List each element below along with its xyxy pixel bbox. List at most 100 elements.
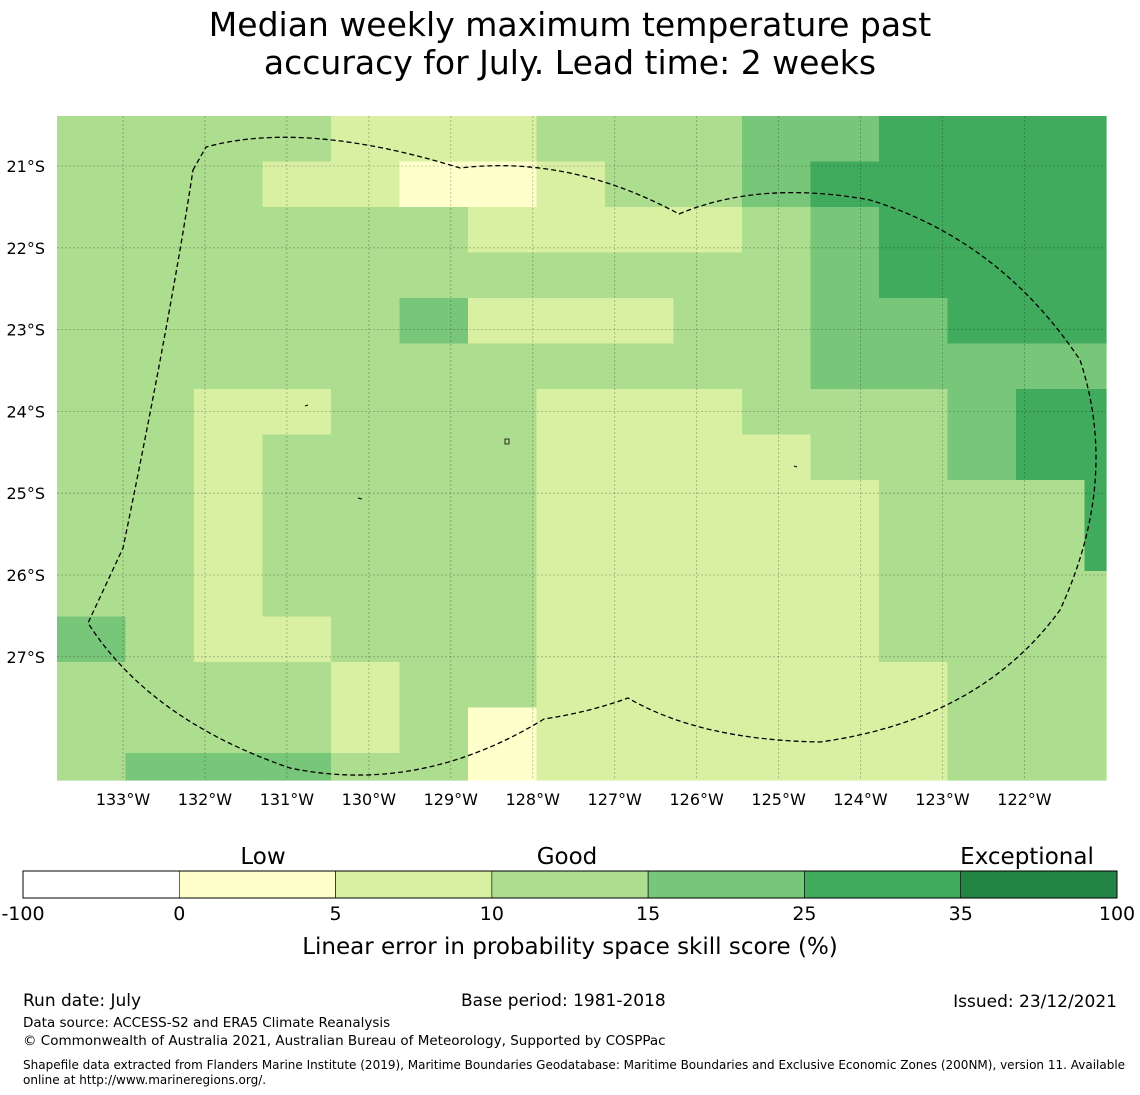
- map-cell: [879, 753, 949, 781]
- map-cell: [125, 252, 195, 299]
- map-cell: [57, 525, 127, 572]
- map-cell: [1084, 480, 1107, 527]
- longitude-tick-label: 129°W: [424, 790, 479, 809]
- colorbar-tick-label: 100: [1099, 903, 1135, 925]
- map-cell: [673, 207, 743, 254]
- chart-title-line-2: accuracy for July. Lead time: 2 weeks: [263, 43, 877, 82]
- map-cell: [331, 434, 401, 481]
- map-cell: [262, 525, 332, 572]
- latitude-tick-label: 27°S: [6, 648, 45, 667]
- map-cell: [399, 252, 469, 299]
- map-cell: [1084, 662, 1107, 709]
- eez-boundary-outline: [87, 136, 1097, 776]
- map-cell: [331, 343, 401, 390]
- map-cell: [1016, 161, 1086, 208]
- colorbar-segment: [804, 870, 962, 899]
- map-cell: [468, 662, 538, 709]
- longitude-tick-label: 126°W: [669, 790, 724, 809]
- colorbar-tick-label: 10: [480, 903, 504, 925]
- shapefile-credit-line-2: online at http://www.marineregions.org/.: [23, 1073, 267, 1087]
- map-cell: [1016, 571, 1086, 618]
- map-cell: [879, 116, 949, 163]
- map-cell: [194, 480, 264, 527]
- map-cell: [605, 207, 675, 254]
- colorbar-segment: [335, 870, 493, 899]
- map-cell: [331, 571, 401, 618]
- map-cell: [742, 707, 812, 754]
- map-cell: [125, 616, 195, 663]
- map-cell: [1016, 525, 1086, 572]
- map-cell: [536, 571, 606, 618]
- map-cell: [468, 161, 538, 208]
- map-cell: [605, 116, 675, 163]
- map-cell: [468, 571, 538, 618]
- map-cell: [468, 116, 538, 163]
- longitude-tick-label: 128°W: [506, 790, 561, 809]
- map-cell: [125, 298, 195, 345]
- map-cell: [1016, 753, 1086, 781]
- map-cell: [742, 116, 812, 163]
- latitude-tick-labels: 21°S 22°S 23°S 24°S 25°S 26°S 27°S: [6, 157, 45, 667]
- map-cell: [742, 389, 812, 436]
- map-cell: [194, 298, 264, 345]
- map-cell: [125, 525, 195, 572]
- map-cell: [262, 389, 332, 436]
- map-cell: [742, 343, 812, 390]
- map-cell: [536, 298, 606, 345]
- map-cell: [399, 207, 469, 254]
- map-cell: [947, 343, 1017, 390]
- map-cell: [810, 616, 880, 663]
- shapefile-credit-line-1: Shapefile data extracted from Flanders M…: [23, 1058, 1126, 1072]
- map-cell: [673, 434, 743, 481]
- map-cell: [605, 616, 675, 663]
- longitude-tick-label: 123°W: [915, 790, 970, 809]
- map-cell: [194, 525, 264, 572]
- map-cell: [262, 616, 332, 663]
- map-cell: [57, 662, 127, 709]
- map-cell: [125, 707, 195, 754]
- map-cell: [262, 343, 332, 390]
- map-cell: [331, 252, 401, 299]
- map-cell: [331, 161, 401, 208]
- map-cell: [399, 298, 469, 345]
- map-cell: [536, 480, 606, 527]
- map-cell: [1016, 616, 1086, 663]
- map-cell: [57, 161, 127, 208]
- map-cell: [673, 161, 743, 208]
- map-cell: [742, 525, 812, 572]
- map-cell: [536, 343, 606, 390]
- map-cell: [399, 525, 469, 572]
- map-cell: [810, 389, 880, 436]
- longitude-tick-label: 131°W: [260, 790, 315, 809]
- map-cell: [468, 480, 538, 527]
- map-cell: [879, 707, 949, 754]
- map-cell: [810, 252, 880, 299]
- map-cell: [536, 207, 606, 254]
- map-cell: [57, 616, 127, 663]
- map-cell: [1016, 434, 1086, 481]
- colorbar-category-labels: Low Good Exceptional: [240, 844, 1093, 870]
- map-cell: [879, 434, 949, 481]
- map-cell: [399, 480, 469, 527]
- map-cell: [605, 480, 675, 527]
- map-cell: [1084, 116, 1107, 163]
- map-cell: [399, 753, 469, 781]
- map-grid-cells: [57, 116, 1107, 781]
- map-cell: [605, 434, 675, 481]
- colorbar-tick-label: 25: [792, 903, 816, 925]
- colorbar-tick-label: 5: [330, 903, 342, 925]
- map-cell: [262, 116, 332, 163]
- longitude-tick-label: 133°W: [96, 790, 151, 809]
- map-cell: [1084, 616, 1107, 663]
- map-cell: [57, 343, 127, 390]
- latitude-tick-label: 25°S: [6, 484, 45, 503]
- latitude-tick-label: 22°S: [6, 239, 45, 258]
- map-cell: [605, 389, 675, 436]
- latitude-tick-label: 23°S: [6, 321, 45, 340]
- map-cell: [879, 525, 949, 572]
- map-cell: [468, 616, 538, 663]
- map-cell: [947, 252, 1017, 299]
- colorbar-tick-label: 15: [636, 903, 660, 925]
- map-cell: [262, 207, 332, 254]
- map-cell: [57, 389, 127, 436]
